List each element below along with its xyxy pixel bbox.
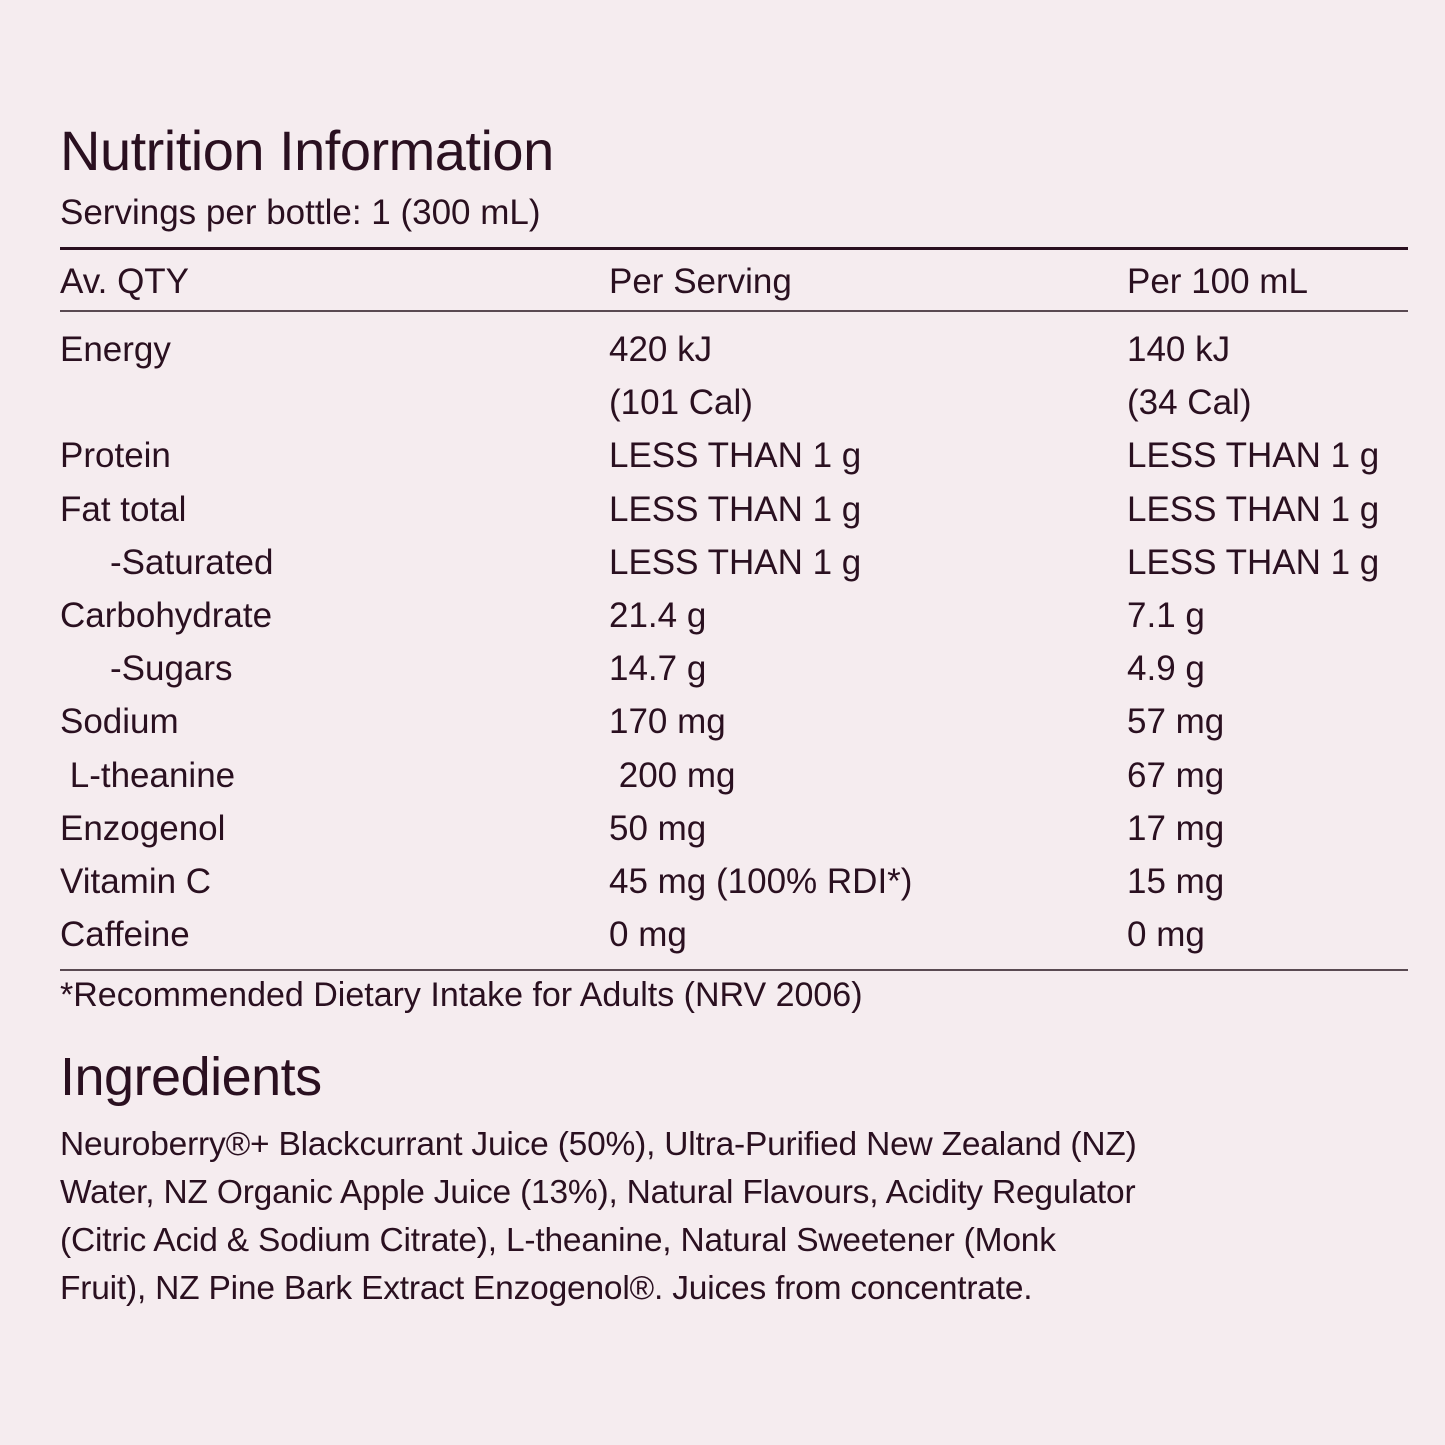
per-100ml-value: 140 kJ xyxy=(1127,330,1231,369)
header-per-100ml: Per 100 mL xyxy=(1127,262,1308,301)
per-serving-value: LESS THAN 1 g xyxy=(609,436,862,476)
table-header-rule xyxy=(60,310,1408,312)
nutrient-name: Caffeine xyxy=(60,915,190,955)
servings-per-bottle: Servings per bottle: 1 (300 mL) xyxy=(60,193,541,232)
table-top-rule xyxy=(60,247,1408,250)
nutrient-name: Sodium xyxy=(60,702,179,742)
per-100ml-value: 7.1 g xyxy=(1127,596,1205,635)
per-100ml-value: 67 mg xyxy=(1127,755,1225,795)
ingredients-line: Fruit), NZ Pine Bark Extract Enzogenol®.… xyxy=(60,1270,1033,1307)
nutrient-name: -Saturated xyxy=(110,542,274,582)
table-row: Enzogenol 50 mg 17 mg xyxy=(0,809,1445,862)
nutrient-name: Fat total xyxy=(60,489,187,529)
per-100ml-value: (34 Cal) xyxy=(1127,383,1252,423)
table-row: (101 Cal) (34 Cal) xyxy=(0,383,1445,436)
nutrient-name: Vitamin C xyxy=(60,862,212,901)
ingredients-title: Ingredients xyxy=(60,1047,322,1107)
per-serving-value: 170 mg xyxy=(609,702,726,742)
per-100ml-value: 4.9 g xyxy=(1127,649,1205,689)
per-serving-value: 420 kJ xyxy=(609,330,713,369)
header-av-qty: Av. QTY xyxy=(60,262,190,301)
per-100ml-value: 17 mg xyxy=(1127,808,1225,848)
per-100ml-value: 57 mg xyxy=(1127,702,1225,742)
per-serving-value: 0 mg xyxy=(609,915,687,955)
rdi-footnote: *Recommended Dietary Intake for Adults (… xyxy=(60,976,863,1014)
table-row: Energy 420 kJ 140 kJ xyxy=(0,330,1445,383)
table-bottom-rule xyxy=(60,969,1408,971)
nutrient-name: -Sugars xyxy=(110,649,233,689)
per-100ml-value: LESS THAN 1 g xyxy=(1127,489,1380,529)
per-serving-value: (101 Cal) xyxy=(609,383,753,423)
per-100ml-value: LESS THAN 1 g xyxy=(1127,542,1380,582)
table-row: Carbohydrate 21.4 g 7.1 g xyxy=(0,596,1445,649)
per-serving-value: 14.7 g xyxy=(609,649,707,689)
per-100ml-value: LESS THAN 1 g xyxy=(1127,436,1380,476)
table-row: Protein LESS THAN 1 g LESS THAN 1 g xyxy=(0,436,1445,489)
table-row: Fat total LESS THAN 1 g LESS THAN 1 g xyxy=(0,490,1445,543)
nutrient-name: L-theanine xyxy=(60,755,236,795)
per-serving-value: 21.4 g xyxy=(609,596,707,635)
per-serving-value: 45 mg (100% RDI*) xyxy=(609,862,913,901)
nutrition-title: Nutrition Information xyxy=(60,119,554,182)
header-per-serving: Per Serving xyxy=(609,262,792,301)
nutrient-name: Protein xyxy=(60,436,171,476)
per-100ml-value: 0 mg xyxy=(1127,915,1205,955)
per-serving-value: LESS THAN 1 g xyxy=(609,489,862,529)
nutrient-name: Enzogenol xyxy=(60,808,226,848)
ingredients-line: Water, NZ Organic Apple Juice (13%), Nat… xyxy=(60,1174,1136,1211)
table-row: -Saturated LESS THAN 1 g LESS THAN 1 g xyxy=(0,543,1445,596)
per-serving-value: 200 mg xyxy=(609,755,736,795)
table-row: Vitamin C 45 mg (100% RDI*) 15 mg xyxy=(0,862,1445,915)
per-100ml-value: 15 mg xyxy=(1127,862,1225,901)
table-header-row: Av. QTY Per Serving Per 100 mL xyxy=(0,262,1445,315)
table-row: -Sugars 14.7 g 4.9 g xyxy=(0,649,1445,702)
per-serving-value: 50 mg xyxy=(609,808,707,848)
per-serving-value: LESS THAN 1 g xyxy=(609,542,862,582)
table-row: Sodium 170 mg 57 mg xyxy=(0,702,1445,755)
nutrient-name: Carbohydrate xyxy=(60,596,273,635)
ingredients-line: Neuroberry®+ Blackcurrant Juice (50%), U… xyxy=(60,1126,1137,1163)
table-row: L-theanine 200 mg 67 mg xyxy=(0,756,1445,809)
ingredients-line: (Citric Acid & Sodium Citrate), L-theani… xyxy=(60,1222,1056,1259)
table-row: Caffeine 0 mg 0 mg xyxy=(0,915,1445,968)
nutrient-name: Energy xyxy=(60,330,171,369)
